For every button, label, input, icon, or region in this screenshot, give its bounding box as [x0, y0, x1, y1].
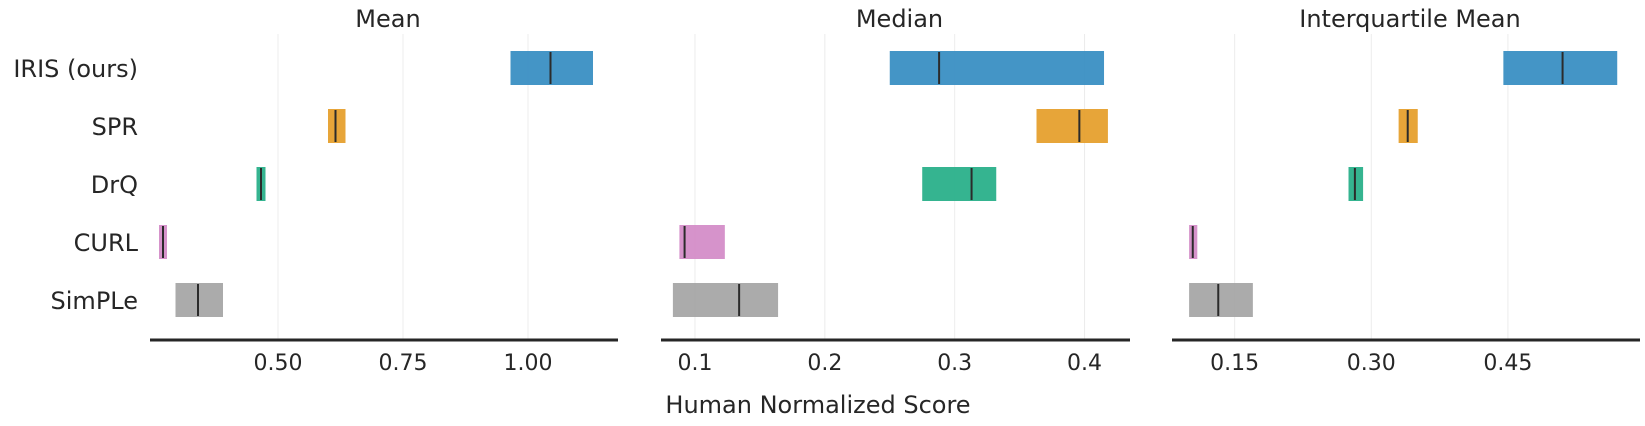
interval-bar-simple	[175, 283, 223, 317]
x-tick-label: 1.00	[504, 351, 553, 376]
interval-bar-spr	[1036, 109, 1108, 143]
interval-bar-simple	[672, 283, 779, 317]
x-tick-label: 0.4	[1067, 351, 1102, 376]
category-label: IRIS (ours)	[13, 55, 138, 83]
interval-bar-curl	[679, 225, 725, 259]
x-tick-label: 0.3	[937, 351, 972, 376]
panel-interquartile-mean: Interquartile Mean 0.15 0.30 0.45	[1172, 5, 1640, 376]
x-tick-label: 0.1	[677, 351, 712, 376]
interval-bar-iris-ours	[889, 51, 1105, 85]
x-tick-label: 0.45	[1483, 351, 1532, 376]
x-tick-label: 0.2	[807, 351, 842, 376]
x-tick-label: 0.30	[1347, 351, 1396, 376]
x-tick-label: 0.75	[379, 351, 428, 376]
x-axis-label: Human Normalized Score	[665, 391, 970, 419]
interval-bar-iris-ours	[1503, 51, 1618, 85]
interval-bar-drq	[922, 167, 997, 201]
panel-median: Median 0.1 0.2 0.3 0.4	[661, 5, 1130, 376]
interval-bar-simple	[1189, 283, 1253, 317]
panel-title: Mean	[355, 5, 420, 33]
category-label: DrQ	[91, 171, 138, 199]
interval-bar-iris-ours	[510, 51, 593, 85]
panel-mean: Mean 0.50 0.75 1.00	[150, 5, 618, 376]
category-label: CURL	[74, 229, 139, 257]
category-label: SimPLe	[51, 287, 138, 315]
x-tick-label: 0.15	[1210, 351, 1259, 376]
panel-title: Median	[856, 5, 943, 33]
category-label: SPR	[92, 113, 138, 141]
panels: Mean 0.50 0.75 1.00 Median 0.1 0.2 0.3 0.4 Interq…	[150, 5, 1640, 376]
interval-bar-spr	[328, 109, 346, 143]
category-labels: IRIS (ours) SPR DrQ CURL SimPLe	[13, 55, 138, 315]
x-tick-label: 0.50	[254, 351, 303, 376]
panel-title: Interquartile Mean	[1299, 5, 1520, 33]
